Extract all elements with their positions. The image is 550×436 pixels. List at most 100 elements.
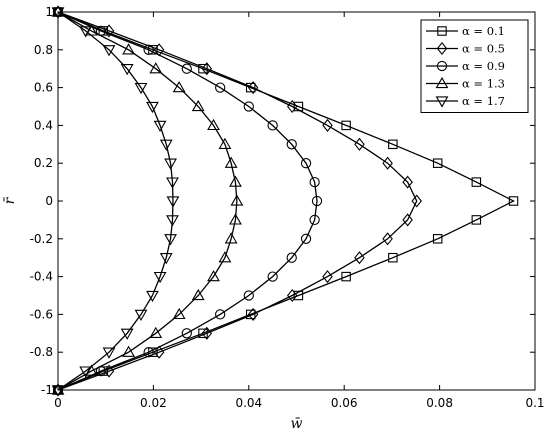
- data-point: [229, 175, 242, 187]
- data-point: [159, 139, 173, 151]
- data-point: [293, 290, 304, 301]
- data-point: [149, 62, 163, 74]
- data-point: [166, 177, 179, 189]
- data-point: [122, 43, 136, 55]
- data-point: [224, 232, 238, 244]
- data-point: [286, 288, 298, 303]
- data-point: [402, 213, 413, 227]
- data-point: [286, 252, 297, 263]
- data-point: [300, 158, 312, 169]
- data-point: [146, 101, 159, 114]
- x-tick-label: 0.04: [235, 396, 262, 410]
- data-point: [143, 44, 154, 55]
- data-point: [471, 177, 482, 187]
- data-point: [201, 326, 213, 340]
- data-point: [181, 328, 192, 339]
- legend-label: α = 0.9: [462, 59, 505, 73]
- data-point: [215, 309, 226, 320]
- data-point: [172, 81, 186, 93]
- series-line: [57, 11, 174, 391]
- x-tick-label: 0.06: [331, 396, 358, 410]
- y-tick-label: -0.6: [30, 307, 53, 321]
- x-tick-label: 0.08: [426, 396, 453, 410]
- data-point: [230, 194, 244, 206]
- legend-label: α = 1.3: [462, 77, 505, 91]
- data-point: [311, 195, 323, 207]
- data-point: [51, 7, 65, 19]
- data-point: [243, 290, 254, 301]
- data-point: [79, 26, 93, 38]
- data-point: [382, 232, 393, 246]
- legend-item: α = 1.3: [426, 77, 505, 91]
- y-tick-label: 0.6: [34, 81, 53, 95]
- data-point: [267, 271, 278, 282]
- y-tick-label: 1: [45, 5, 53, 19]
- series-4: [51, 5, 244, 395]
- y-tick-label: 0.8: [34, 43, 53, 57]
- data-point: [207, 270, 220, 282]
- series-1: [53, 7, 519, 395]
- data-point: [388, 139, 398, 150]
- data-point: [164, 234, 177, 246]
- data-point: [79, 366, 93, 378]
- series-line: [57, 11, 318, 391]
- data-point: [245, 309, 256, 320]
- series-line: [57, 11, 238, 391]
- series-line: [57, 11, 418, 391]
- data-point: [341, 271, 351, 282]
- data-point: [120, 328, 134, 340]
- data-point: [471, 215, 482, 225]
- data-point: [309, 176, 320, 188]
- data-point: [388, 252, 398, 263]
- data-point: [120, 64, 134, 76]
- legend-label: α = 0.1: [462, 24, 505, 38]
- data-point: [153, 120, 167, 132]
- y-tick-label: 0.2: [34, 156, 53, 170]
- legend-label: α = 0.5: [462, 42, 505, 56]
- data-point: [243, 101, 254, 112]
- data-point: [181, 63, 192, 74]
- series-3: [52, 6, 323, 396]
- data-point: [245, 82, 256, 93]
- data-point: [172, 307, 186, 320]
- y-tick-label: -0.4: [30, 270, 53, 284]
- data-point: [153, 271, 167, 284]
- data-point: [134, 82, 148, 95]
- data-point: [354, 137, 365, 151]
- data-point: [102, 347, 116, 359]
- data-point: [207, 118, 220, 131]
- y-axis-label: r̄: [2, 196, 18, 204]
- legend: α = 0.1 α = 0.5 α = 0.9 α = 1.3 α = 1.7: [420, 19, 529, 113]
- data-point: [432, 158, 443, 168]
- x-tick-label: 0: [54, 396, 62, 410]
- y-tick-label: -0.8: [30, 345, 53, 359]
- data-point: [286, 139, 297, 150]
- legend-marker: [437, 26, 447, 36]
- data-point: [102, 45, 116, 57]
- data-point: [229, 213, 242, 225]
- data-point: [293, 101, 304, 112]
- legend-marker: [435, 76, 449, 89]
- x-axis-label: w̄: [291, 416, 303, 432]
- data-point: [134, 309, 148, 321]
- data-point: [191, 99, 205, 112]
- legend-item: α = 1.7: [426, 94, 505, 108]
- data-point: [411, 194, 422, 208]
- data-point: [166, 196, 180, 208]
- data-point: [309, 214, 320, 226]
- y-tick-label: -1: [41, 383, 53, 397]
- data-point: [247, 307, 259, 321]
- data-point: [432, 234, 443, 244]
- legend-item: α = 0.1: [426, 24, 505, 38]
- data-point: [201, 62, 213, 76]
- legend-marker: [436, 60, 448, 72]
- data-point: [247, 81, 259, 95]
- data-point: [153, 345, 165, 359]
- data-point: [224, 156, 238, 168]
- data-point: [322, 118, 333, 132]
- data-point: [51, 383, 65, 395]
- data-point: [143, 347, 154, 358]
- data-point: [164, 158, 177, 170]
- x-tick-label: 0.02: [140, 396, 167, 410]
